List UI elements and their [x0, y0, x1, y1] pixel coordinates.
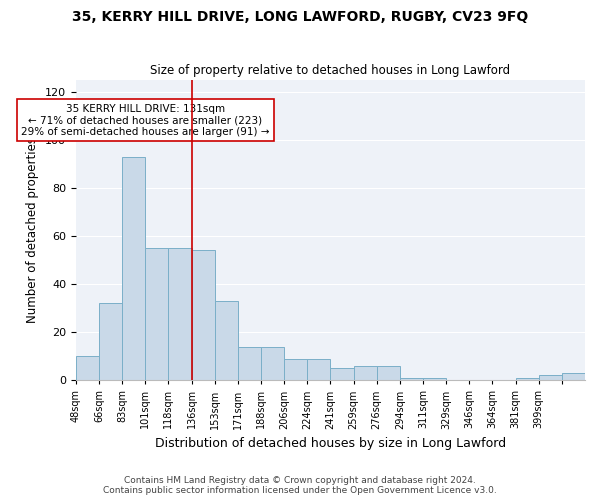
Bar [284, 358, 307, 380]
Bar [307, 358, 331, 380]
Bar [562, 373, 585, 380]
Bar [515, 378, 539, 380]
Bar [423, 378, 446, 380]
Text: Contains HM Land Registry data © Crown copyright and database right 2024.
Contai: Contains HM Land Registry data © Crown c… [103, 476, 497, 495]
Bar [331, 368, 353, 380]
Bar [539, 376, 562, 380]
Bar [400, 378, 423, 380]
Bar [261, 346, 284, 380]
Bar [353, 366, 377, 380]
X-axis label: Distribution of detached houses by size in Long Lawford: Distribution of detached houses by size … [155, 437, 506, 450]
Bar [191, 250, 215, 380]
Bar [76, 356, 99, 380]
Text: 35 KERRY HILL DRIVE: 131sqm
← 71% of detached houses are smaller (223)
29% of se: 35 KERRY HILL DRIVE: 131sqm ← 71% of det… [21, 104, 269, 137]
Bar [169, 248, 191, 380]
Title: Size of property relative to detached houses in Long Lawford: Size of property relative to detached ho… [151, 64, 511, 77]
Bar [99, 304, 122, 380]
Text: 35, KERRY HILL DRIVE, LONG LAWFORD, RUGBY, CV23 9FQ: 35, KERRY HILL DRIVE, LONG LAWFORD, RUGB… [72, 10, 528, 24]
Bar [145, 248, 169, 380]
Bar [122, 156, 145, 380]
Y-axis label: Number of detached properties: Number of detached properties [26, 137, 40, 323]
Bar [238, 346, 261, 380]
Bar [377, 366, 400, 380]
Bar [215, 301, 238, 380]
